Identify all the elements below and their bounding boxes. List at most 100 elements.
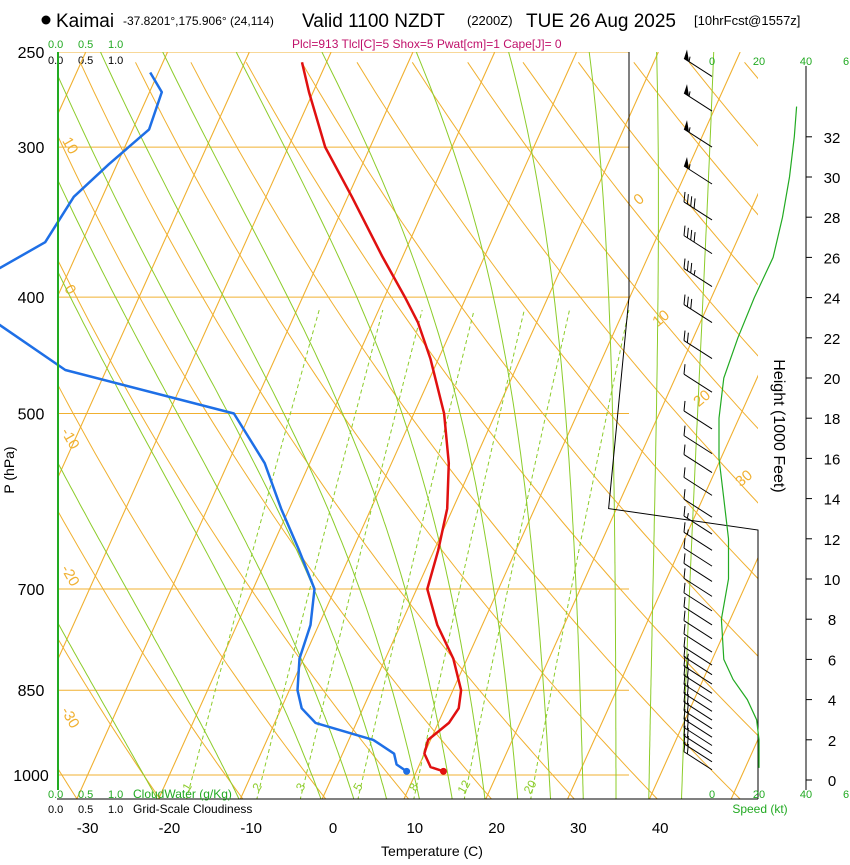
dry-adiabat-line bbox=[578, 62, 850, 800]
pressure-tick-label: 250 bbox=[18, 45, 45, 62]
dry-adiabat-line bbox=[191, 62, 742, 800]
wind-barb-feather bbox=[691, 263, 692, 273]
wind-barb bbox=[684, 467, 712, 495]
wind-barb-feather bbox=[691, 299, 692, 309]
mixing-ratio-line bbox=[531, 310, 629, 800]
pressure-tick-label: 700 bbox=[18, 582, 45, 599]
wind-barb-feather bbox=[684, 192, 685, 202]
speed-tick-top-40: 40 bbox=[800, 56, 812, 68]
mixing-ratio-label: 20 bbox=[521, 777, 540, 796]
isotherm-label: 20 bbox=[690, 387, 714, 411]
pressure-tick-label: 400 bbox=[18, 290, 45, 307]
moist-adiabat-line bbox=[0, 42, 321, 801]
isotherm-line bbox=[240, 52, 576, 799]
wind-barb-staff bbox=[684, 563, 712, 581]
cloud-scale-bottom-green-0: 0.0 bbox=[48, 789, 63, 801]
wind-barb-feather bbox=[684, 226, 685, 236]
wind-barb-staff bbox=[684, 269, 712, 287]
mixing-ratio-label: 3 bbox=[293, 780, 309, 793]
height-tick-label: 2 bbox=[828, 733, 836, 750]
height-tick-label: 20 bbox=[824, 371, 841, 388]
cloud-scale-bottom-black-2: 1.0 bbox=[108, 804, 123, 816]
wind-barb-feather bbox=[684, 637, 685, 647]
wind-barb-half-feather bbox=[689, 91, 690, 96]
wind-barb-flag bbox=[684, 157, 689, 169]
height-tick-label: 22 bbox=[824, 331, 841, 348]
height-tick-label: 12 bbox=[824, 532, 841, 549]
wind-barb bbox=[684, 364, 712, 392]
wind-barb-feather bbox=[684, 364, 685, 374]
wind-barb-staff bbox=[684, 236, 712, 254]
wind-barb-staff bbox=[684, 752, 712, 770]
wind-barb-feather bbox=[684, 665, 685, 675]
temperature-tick-label: -20 bbox=[159, 820, 181, 837]
pressure-tick-label: 850 bbox=[18, 683, 45, 700]
height-tick-label: 6 bbox=[828, 652, 836, 669]
temperature-tick-label: -10 bbox=[240, 820, 262, 837]
wind-barb bbox=[684, 84, 712, 111]
wind-barb-staff bbox=[684, 532, 712, 550]
wind-barb-feather bbox=[687, 297, 688, 307]
wind-barb bbox=[684, 538, 712, 566]
wind-barb-feather bbox=[684, 489, 685, 499]
wind-barb-half-feather bbox=[689, 57, 690, 62]
isotherm-label: -10 bbox=[57, 425, 83, 452]
isotherm-line bbox=[649, 52, 850, 799]
mixing-ratio-label: 5 bbox=[350, 780, 366, 793]
isotherm-label: -30 bbox=[57, 704, 83, 731]
sounding-traces bbox=[0, 62, 797, 775]
wind-barb-feather bbox=[684, 568, 685, 578]
wind-barb-staff bbox=[684, 202, 712, 220]
forecast-date: TUE 26 Aug 2025 bbox=[526, 11, 676, 32]
cloud-scale-top-green-0: 0.0 bbox=[48, 39, 63, 51]
height-tick-label: 28 bbox=[824, 210, 841, 227]
wind-barb-staff bbox=[684, 305, 712, 323]
wind-barb-half-feather bbox=[687, 513, 688, 518]
speed-tick-top-20: 20 bbox=[753, 56, 765, 68]
height-tick-label: 16 bbox=[824, 451, 841, 468]
dry-adiabat-line bbox=[80, 62, 575, 800]
wind-barb-feather bbox=[687, 333, 688, 343]
height-tick-label: 24 bbox=[824, 291, 841, 308]
wind-barb-feather bbox=[684, 467, 685, 477]
wind-barb-feather bbox=[684, 506, 685, 516]
height-tick-label: 30 bbox=[824, 170, 841, 187]
isotherm-line bbox=[0, 52, 4, 799]
wind-barb bbox=[684, 259, 712, 287]
wind-barb-flag bbox=[684, 49, 689, 61]
temperature-axis-title: Temperature (C) bbox=[381, 843, 483, 859]
wind-barb-flag bbox=[684, 84, 689, 96]
mixing-ratio-line bbox=[257, 310, 383, 800]
wind-barb-feather bbox=[684, 611, 685, 621]
height-tick-label: 4 bbox=[828, 693, 836, 710]
cloudwater-label: CloudWater (g/Kg) bbox=[133, 787, 232, 801]
moist-adiabat-line bbox=[158, 42, 453, 801]
wind-barb bbox=[684, 426, 712, 454]
dry-adiabat-line bbox=[302, 62, 850, 800]
wind-barb-feather bbox=[691, 196, 692, 206]
speed-scale-bottom: 0 20 40 6 Speed (kt) bbox=[709, 789, 849, 816]
wind-barb bbox=[684, 331, 712, 359]
sounding-indices: Plcl=913 Tlcl[C]=5 Shox=5 Pwat[cm]=1 Cap… bbox=[292, 37, 562, 51]
cloud-scale-top-green-1: 0.5 bbox=[78, 39, 93, 51]
cloud-scale-top-green-2: 1.0 bbox=[108, 39, 123, 51]
moist-adiabat-lines bbox=[0, 42, 714, 801]
wind-barb-feather bbox=[684, 401, 685, 411]
cloud-scale-top-black-2: 1.0 bbox=[108, 55, 123, 67]
mixing-ratio-label: 12 bbox=[455, 777, 474, 796]
wind-barb-staff bbox=[684, 93, 712, 111]
wind-barb-feather bbox=[694, 198, 695, 208]
cloud-scale-bottom-green-2: 1.0 bbox=[108, 789, 123, 801]
wind-barb bbox=[684, 49, 712, 76]
wind-barb-feather bbox=[684, 553, 685, 563]
isotherm-line bbox=[322, 52, 658, 799]
zulu-time: (2200Z) bbox=[467, 13, 513, 28]
temperature-tick-label: 30 bbox=[570, 820, 587, 837]
height-tick-label: 26 bbox=[824, 250, 841, 267]
cloud-scale-top-black-0: 0.0 bbox=[48, 55, 63, 67]
